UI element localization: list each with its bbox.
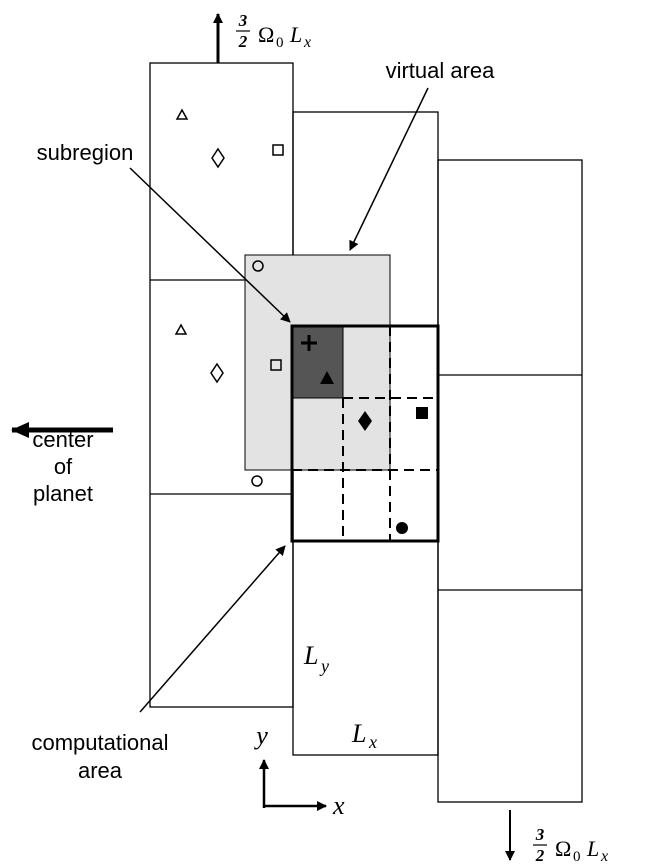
length: L xyxy=(289,22,302,47)
lx-subscript: x xyxy=(368,732,377,752)
fraction-denominator: 2 xyxy=(238,32,248,51)
planet-label: of xyxy=(54,454,73,479)
omega: Ω xyxy=(258,22,274,47)
right-column xyxy=(437,159,583,803)
planet-label: center xyxy=(32,427,93,452)
omega: Ω xyxy=(555,836,571,861)
computational-label: computational xyxy=(32,730,169,755)
open-square xyxy=(272,144,284,156)
open-diamond xyxy=(211,147,225,169)
fraction-numerator: 3 xyxy=(535,825,545,844)
virtual-area-label: virtual area xyxy=(386,58,496,83)
filled-diamond xyxy=(358,411,372,431)
lx-symbol: L xyxy=(351,719,366,748)
open-square xyxy=(270,359,282,371)
filled-markers xyxy=(301,335,428,534)
computational-label: area xyxy=(78,758,123,783)
pointer-arrow xyxy=(129,167,291,323)
filled-circle xyxy=(396,522,408,534)
pointer-arrow xyxy=(349,87,429,251)
subregion xyxy=(291,325,344,399)
pointer-arrow xyxy=(139,545,286,713)
plus-marker xyxy=(301,335,317,351)
fraction-denominator: 2 xyxy=(535,846,545,865)
computational-area xyxy=(290,324,440,543)
length: L xyxy=(586,836,599,861)
omega-subscript: 0 xyxy=(276,35,284,51)
open-triangle xyxy=(174,323,188,335)
particle-markers xyxy=(174,108,284,487)
omega-subscript: 0 xyxy=(573,849,581,865)
ly-symbol: L xyxy=(303,641,318,670)
length-subscript: x xyxy=(600,848,608,865)
shear-label-top: 3 2 Ω 0 L x xyxy=(236,11,311,51)
x-axis-label: x xyxy=(332,791,345,820)
subregion-label: subregion xyxy=(37,140,134,165)
y-axis-label: y xyxy=(253,721,268,750)
ly-subscript: y xyxy=(319,656,329,676)
open-circle xyxy=(252,260,264,272)
open-triangle xyxy=(175,108,189,120)
open-diamond xyxy=(210,362,224,384)
planet-label: planet xyxy=(33,481,93,506)
fraction-numerator: 3 xyxy=(238,11,248,30)
filled-triangle xyxy=(320,371,334,384)
shear-label-bottom: 3 2 Ω 0 L x xyxy=(533,825,608,865)
filled-square xyxy=(416,407,428,419)
partition-lines xyxy=(292,326,438,541)
open-circle xyxy=(251,475,263,487)
length-subscript: x xyxy=(303,34,311,51)
